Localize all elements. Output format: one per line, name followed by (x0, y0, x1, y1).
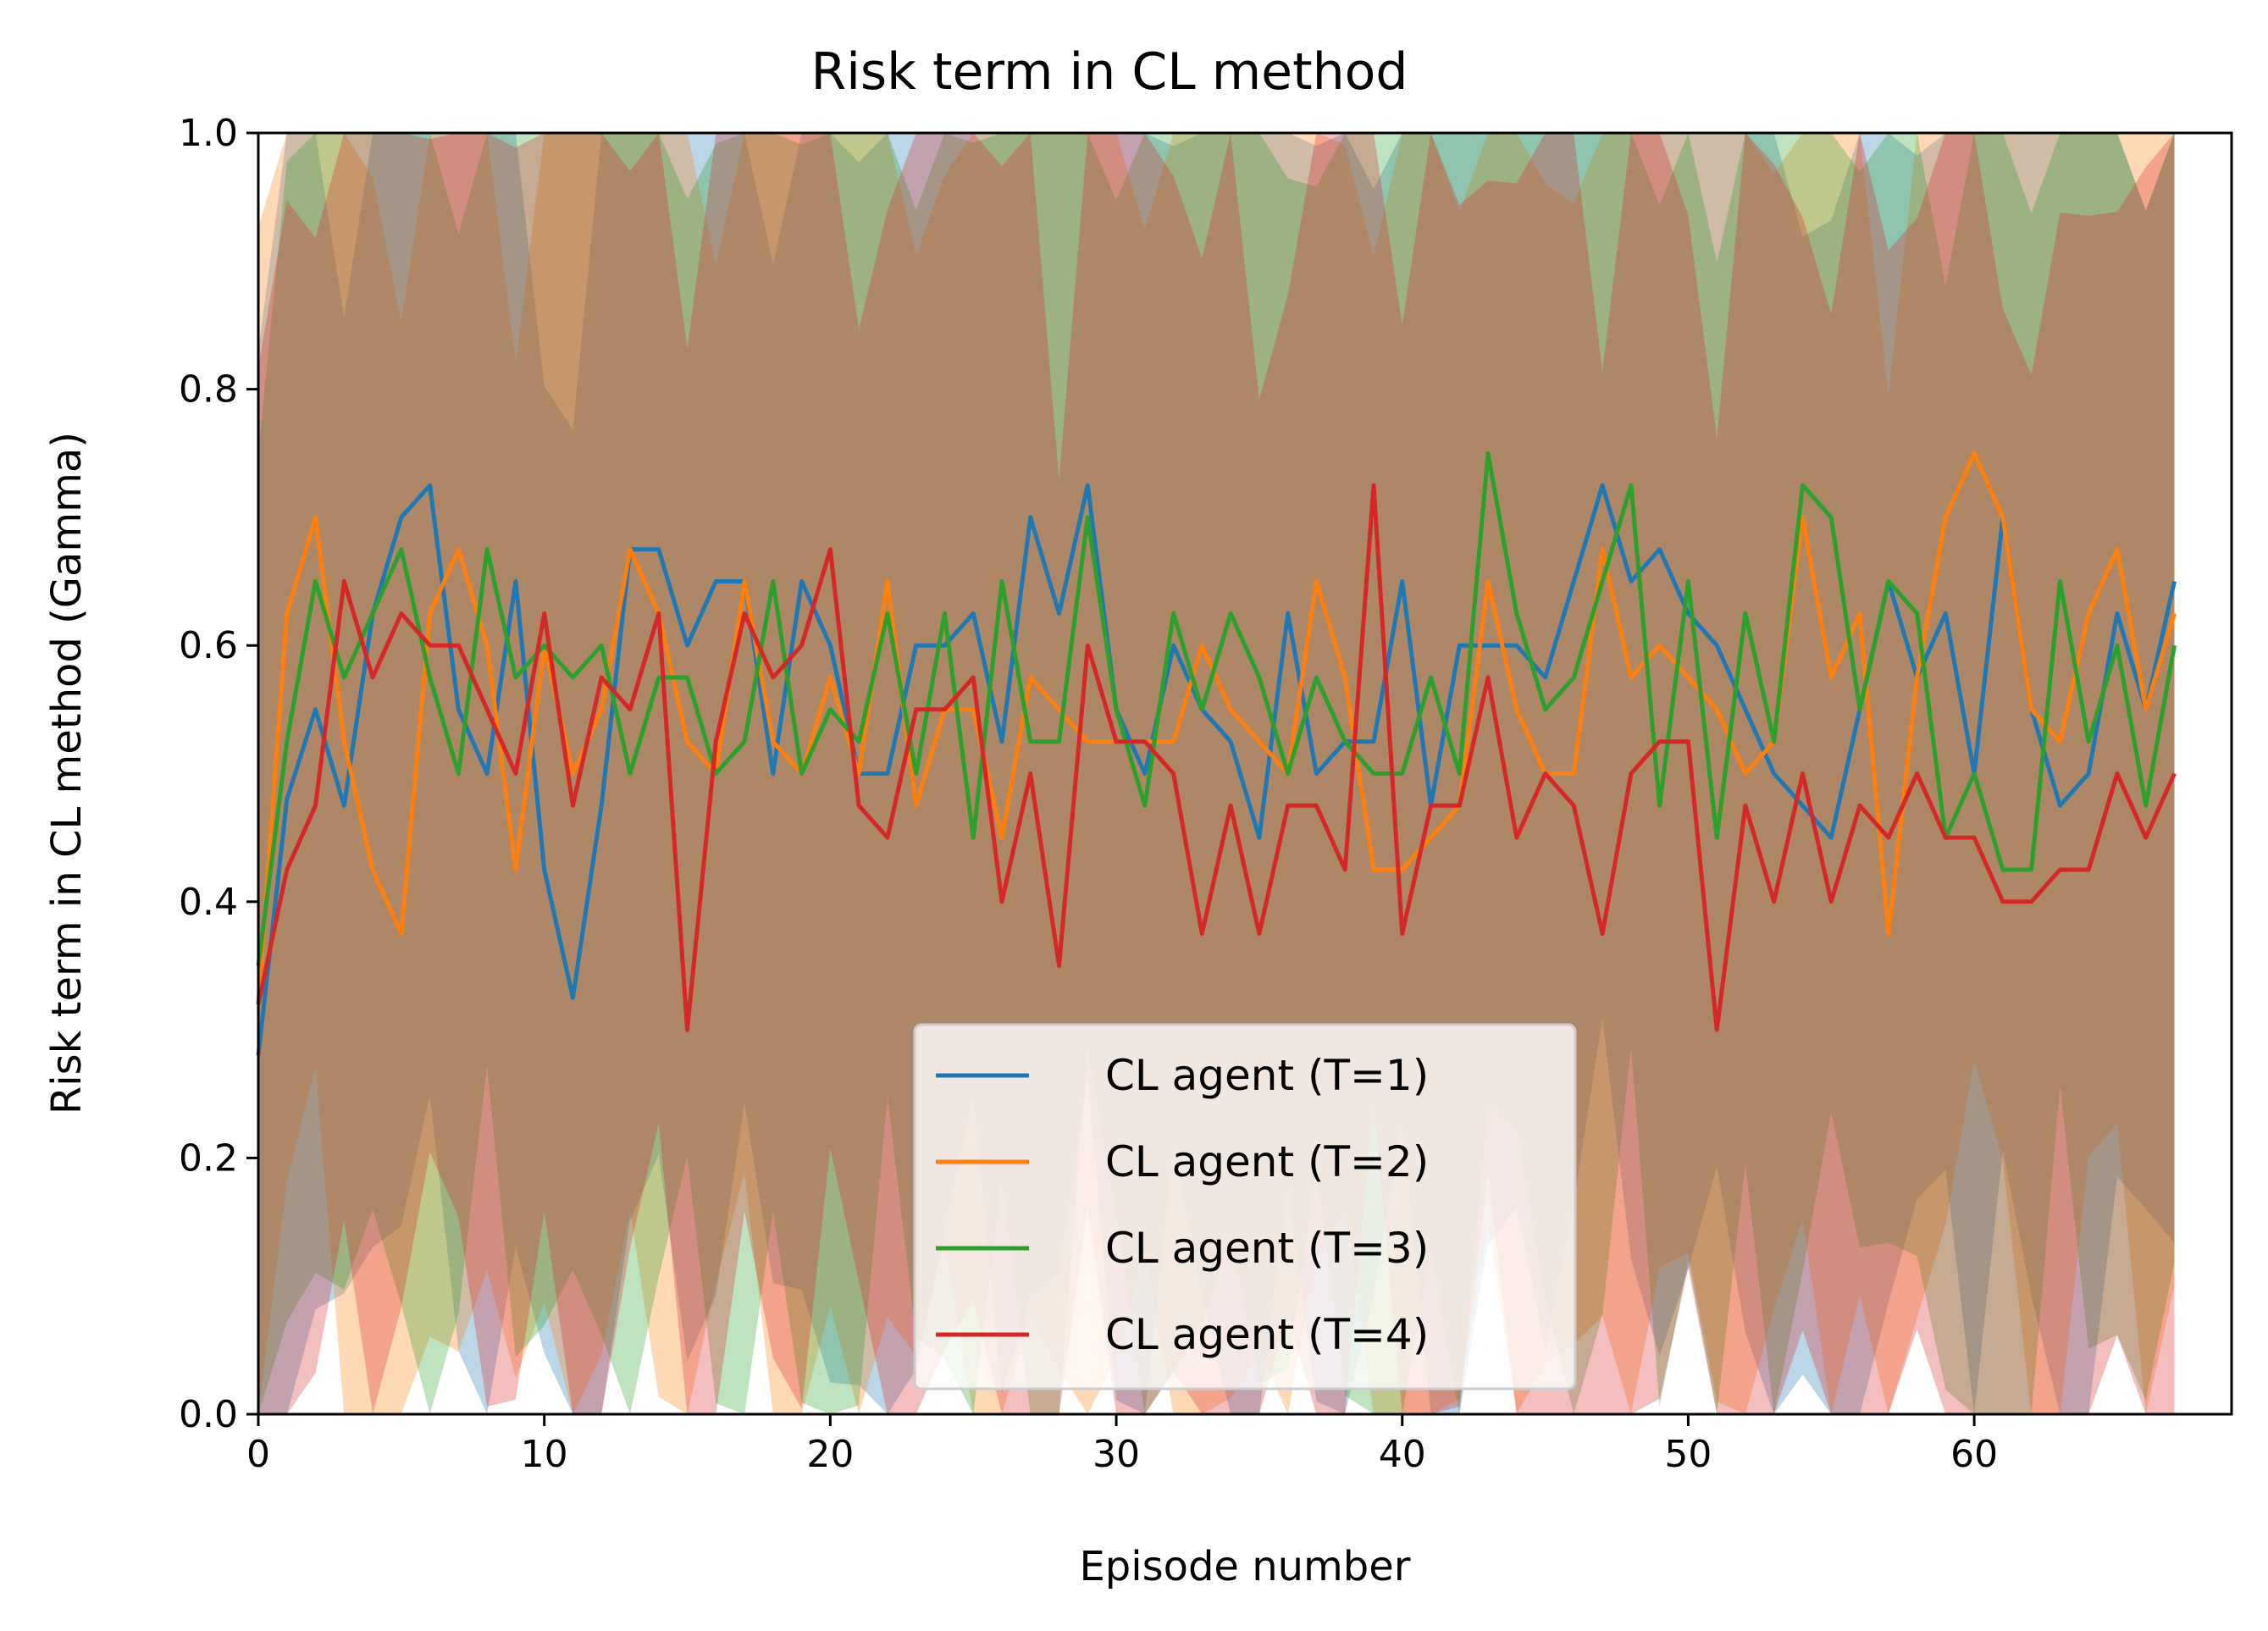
band-series-2 (258, 133, 2175, 1414)
y-tick-label: 1.0 (179, 112, 238, 155)
x-tick-label: 60 (1950, 1433, 1998, 1476)
y-tick-label: 0.2 (179, 1136, 238, 1180)
band-series-3 (258, 133, 2175, 1414)
legend-box (913, 1023, 1577, 1390)
x-tick-label: 20 (806, 1433, 854, 1476)
y-tick-label: 0.4 (179, 881, 238, 924)
x-tick-label: 50 (1664, 1433, 1712, 1476)
band-series-4 (258, 133, 2175, 1414)
line-series-1 (256, 483, 2177, 1056)
x-tick-label: 40 (1379, 1433, 1426, 1476)
x-tick-label: 30 (1093, 1433, 1140, 1476)
line-series-2 (256, 451, 2177, 1004)
x-axis-label: Episode number (1079, 1543, 1410, 1590)
y-axis: 0.0 0.2 0.4 0.6 0.8 1.0 (179, 112, 258, 1436)
y-axis-label: Risk term in CL method (Gamma) (43, 432, 91, 1114)
band-series-1 (258, 133, 2175, 1414)
plot-area (256, 131, 2233, 1416)
y-tick-label: 0.8 (179, 368, 238, 412)
confidence-bands (258, 133, 2175, 1414)
plot-frame (257, 131, 2233, 1416)
chart-title: Risk term in CL method (811, 42, 1408, 102)
y-tick-label: 0.0 (179, 1393, 238, 1436)
line-series-3 (256, 451, 2177, 966)
line-series-4 (256, 483, 2177, 1032)
x-axis: 0 10 20 30 40 50 60 (246, 1414, 1998, 1476)
legend-label-3: CL agent (T=3) (1105, 1224, 1429, 1273)
x-tick-label: 0 (246, 1433, 270, 1476)
legend-label-4: CL agent (T=4) (1105, 1310, 1429, 1359)
y-tick-label: 0.6 (179, 624, 238, 667)
legend: CL agent (T=1) CL agent (T=2) CL agent (T=… (913, 1023, 1577, 1390)
legend-label-1: CL agent (T=1) (1105, 1051, 1429, 1100)
series-lines (256, 451, 2177, 1056)
legend-label-2: CL agent (T=2) (1105, 1137, 1429, 1186)
x-tick-label: 10 (521, 1433, 568, 1476)
